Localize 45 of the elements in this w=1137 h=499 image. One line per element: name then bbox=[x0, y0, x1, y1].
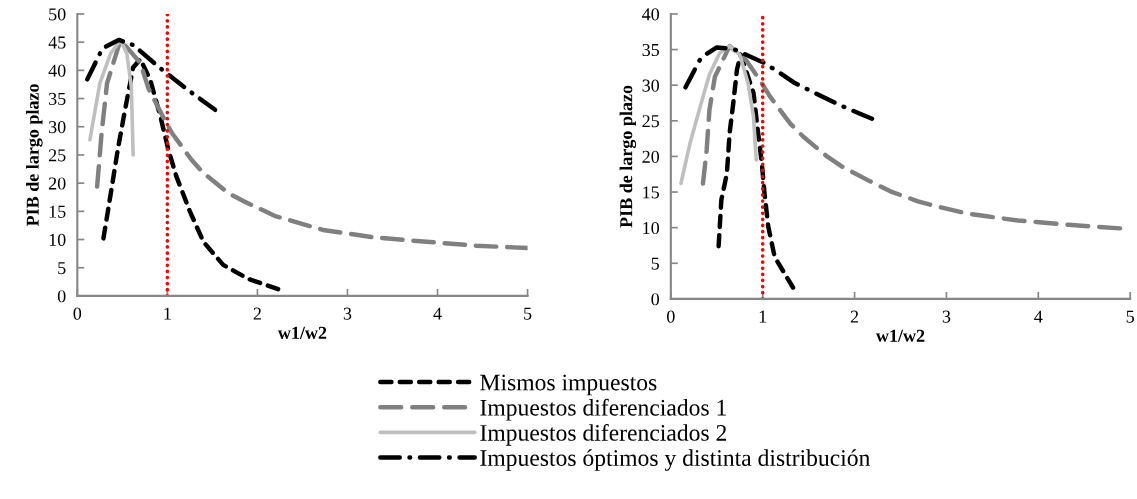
y-tick-label: 10 bbox=[643, 221, 660, 235]
line-series bbox=[700, 43, 1123, 231]
y-tick-label: 5 bbox=[651, 257, 660, 270]
x-tick-label: 3 bbox=[942, 310, 951, 323]
line-series bbox=[679, 44, 759, 186]
x-tick-label: 2 bbox=[253, 307, 261, 320]
x-tick-label: 3 bbox=[343, 307, 352, 320]
y-tick-label: 15 bbox=[643, 186, 660, 199]
legend-label: Impuestos diferenciados 2 bbox=[480, 424, 727, 446]
line-series bbox=[88, 38, 135, 157]
x-tick-label: 4 bbox=[433, 307, 442, 320]
y-tick-label: 35 bbox=[642, 43, 660, 57]
y-axis-title: PIB de largo plazo bbox=[619, 85, 637, 228]
x-tick-label: 1 bbox=[164, 307, 171, 320]
x-tick-label: 4 bbox=[1034, 310, 1043, 323]
y-tick-label: 25 bbox=[48, 149, 66, 162]
y-tick-label: 0 bbox=[651, 293, 660, 306]
legend-label: Mismos impuestos bbox=[480, 374, 657, 396]
x-tick-label: 1 bbox=[759, 310, 767, 323]
y-tick-label: 45 bbox=[48, 36, 66, 49]
line-series bbox=[85, 37, 218, 113]
y-tick-label: 15 bbox=[49, 205, 66, 218]
line-series bbox=[101, 56, 281, 292]
y-tick-label: 40 bbox=[642, 8, 660, 21]
x-tick-label: 0 bbox=[73, 307, 82, 320]
y-tick-label: 30 bbox=[642, 79, 660, 92]
x-tick-label: 2 bbox=[850, 310, 859, 323]
y-tick-label: 40 bbox=[48, 64, 66, 77]
x-axis-title: w1/w2 bbox=[277, 326, 327, 339]
y-tick-label: 20 bbox=[48, 177, 66, 190]
x-axis-title: w1/w2 bbox=[875, 329, 925, 342]
x-tick-label: 5 bbox=[1126, 310, 1134, 323]
y-tick-label: 5 bbox=[58, 262, 66, 275]
legend-label: Impuestos óptimos y distinta distribución bbox=[480, 449, 871, 471]
y-axis-title: PIB de largo plazo bbox=[26, 84, 43, 227]
legend-label: Impuestos diferenciados 1 bbox=[480, 398, 726, 421]
y-tick-label: 25 bbox=[642, 115, 660, 128]
y-tick-label: 0 bbox=[57, 290, 66, 303]
x-tick-label: 0 bbox=[667, 310, 675, 323]
y-tick-label: 10 bbox=[49, 233, 66, 246]
x-tick-label: 5 bbox=[524, 307, 532, 320]
y-tick-label: 30 bbox=[49, 121, 66, 134]
y-tick-label: 50 bbox=[49, 8, 66, 21]
y-tick-label: 35 bbox=[49, 92, 66, 105]
y-tick-label: 20 bbox=[642, 150, 660, 163]
